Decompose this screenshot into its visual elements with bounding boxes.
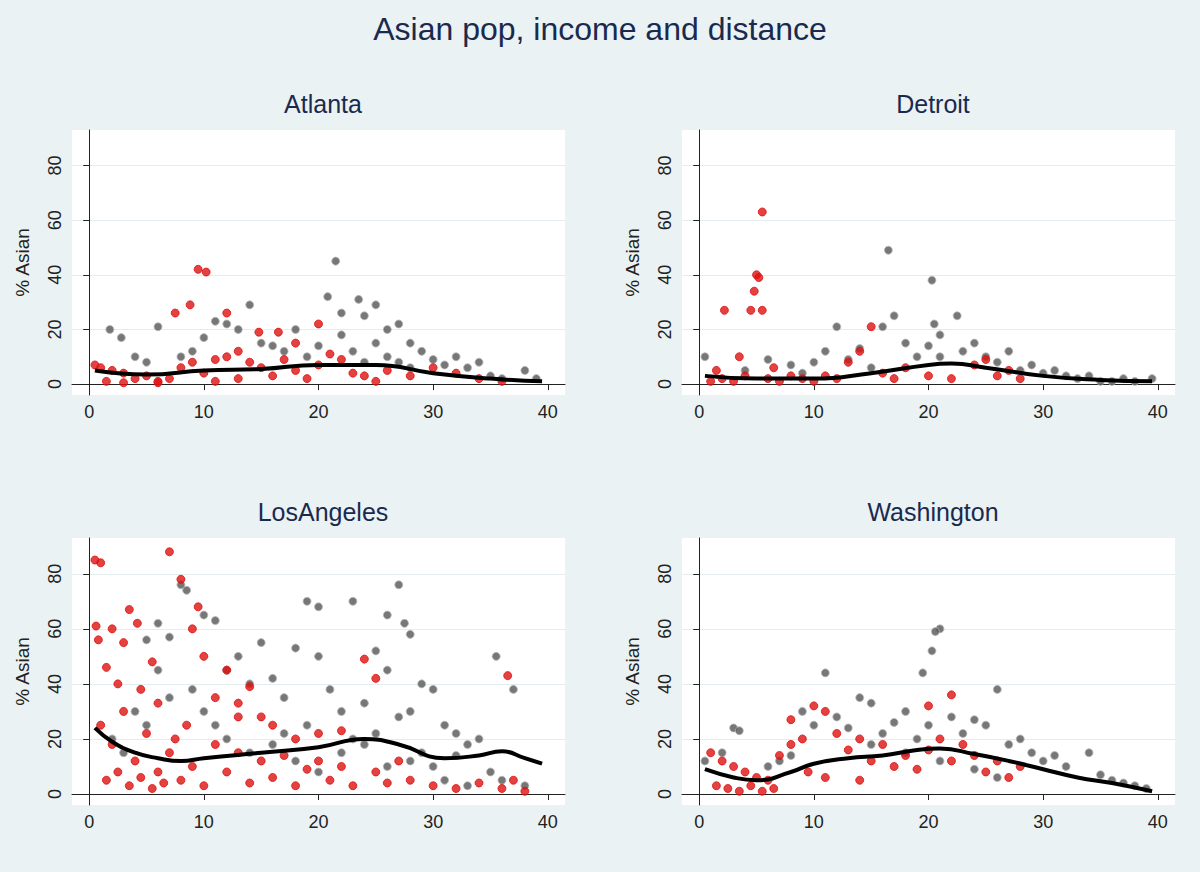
svg-text:0: 0 [84, 402, 94, 422]
svg-text:0: 0 [655, 379, 675, 389]
svg-text:40: 40 [655, 674, 675, 694]
svg-text:40: 40 [1148, 402, 1168, 422]
svg-text:30: 30 [1033, 812, 1053, 832]
svg-text:80: 80 [45, 564, 65, 584]
svg-text:80: 80 [655, 564, 675, 584]
svg-text:% Asian: % Asian [622, 637, 643, 706]
svg-text:40: 40 [1148, 812, 1168, 832]
svg-text:10: 10 [194, 402, 214, 422]
svg-text:30: 30 [423, 402, 443, 422]
svg-text:20: 20 [45, 729, 65, 749]
svg-text:80: 80 [655, 155, 675, 175]
svg-text:10: 10 [804, 402, 824, 422]
svg-text:20: 20 [308, 402, 328, 422]
svg-text:40: 40 [45, 674, 65, 694]
svg-text:40: 40 [45, 265, 65, 285]
svg-text:0: 0 [694, 402, 704, 422]
svg-text:10: 10 [194, 812, 214, 832]
svg-text:10: 10 [804, 812, 824, 832]
svg-text:0: 0 [45, 789, 65, 799]
svg-text:20: 20 [918, 812, 938, 832]
svg-text:% Asian: % Asian [622, 228, 643, 297]
svg-text:60: 60 [655, 619, 675, 639]
svg-text:40: 40 [655, 265, 675, 285]
svg-text:60: 60 [45, 619, 65, 639]
svg-text:20: 20 [45, 319, 65, 339]
svg-text:Detroit: Detroit [896, 90, 970, 118]
svg-text:20: 20 [655, 729, 675, 749]
svg-text:80: 80 [45, 155, 65, 175]
svg-text:30: 30 [1033, 402, 1053, 422]
svg-text:60: 60 [45, 210, 65, 230]
svg-text:0: 0 [45, 379, 65, 389]
svg-text:20: 20 [918, 402, 938, 422]
svg-text:0: 0 [84, 812, 94, 832]
svg-text:20: 20 [308, 812, 328, 832]
svg-text:0: 0 [655, 789, 675, 799]
svg-text:0: 0 [694, 812, 704, 832]
svg-text:Atlanta: Atlanta [284, 90, 362, 118]
svg-text:Asian pop, income and distance: Asian pop, income and distance [373, 11, 827, 47]
svg-text:40: 40 [538, 812, 558, 832]
svg-text:Washington: Washington [867, 498, 998, 526]
svg-text:20: 20 [655, 319, 675, 339]
svg-text:% Asian: % Asian [12, 637, 33, 706]
svg-text:60: 60 [655, 210, 675, 230]
svg-text:LosAngeles: LosAngeles [258, 498, 389, 526]
svg-text:% Asian: % Asian [12, 228, 33, 297]
svg-text:30: 30 [423, 812, 443, 832]
svg-text:40: 40 [538, 402, 558, 422]
